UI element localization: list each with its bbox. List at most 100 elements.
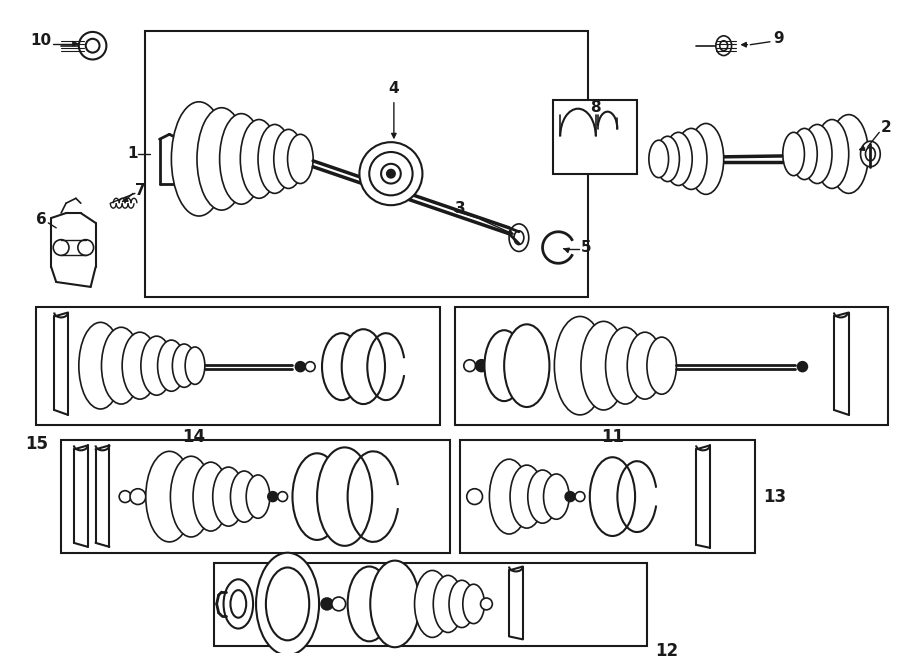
Circle shape xyxy=(467,489,482,504)
Ellipse shape xyxy=(484,330,524,401)
Text: 15: 15 xyxy=(25,436,49,453)
Circle shape xyxy=(565,492,575,502)
Ellipse shape xyxy=(141,336,173,395)
Circle shape xyxy=(475,359,488,371)
Ellipse shape xyxy=(274,129,303,189)
Ellipse shape xyxy=(102,327,141,404)
Ellipse shape xyxy=(580,321,626,410)
Text: 12: 12 xyxy=(655,642,678,660)
Ellipse shape xyxy=(415,571,450,638)
Ellipse shape xyxy=(490,459,529,534)
Ellipse shape xyxy=(288,134,313,183)
Ellipse shape xyxy=(527,470,557,523)
Circle shape xyxy=(369,152,412,195)
Bar xyxy=(554,100,637,173)
Ellipse shape xyxy=(247,475,270,518)
Text: 1: 1 xyxy=(128,146,138,162)
Ellipse shape xyxy=(212,467,244,526)
Ellipse shape xyxy=(170,456,211,537)
Ellipse shape xyxy=(193,462,229,531)
Ellipse shape xyxy=(256,553,320,655)
Circle shape xyxy=(797,361,807,371)
Ellipse shape xyxy=(649,140,669,177)
Ellipse shape xyxy=(173,344,196,387)
Ellipse shape xyxy=(240,120,278,199)
Ellipse shape xyxy=(158,340,185,391)
Bar xyxy=(61,440,450,553)
Circle shape xyxy=(295,361,305,371)
Ellipse shape xyxy=(258,124,292,193)
Circle shape xyxy=(321,598,333,610)
Circle shape xyxy=(278,492,288,502)
Circle shape xyxy=(268,492,278,502)
Ellipse shape xyxy=(185,347,205,385)
Circle shape xyxy=(77,240,94,256)
Ellipse shape xyxy=(266,567,310,640)
Ellipse shape xyxy=(803,124,832,183)
Circle shape xyxy=(86,39,100,52)
Bar xyxy=(213,563,647,646)
Ellipse shape xyxy=(463,585,484,624)
Bar xyxy=(454,307,888,425)
Text: 13: 13 xyxy=(763,488,787,506)
Ellipse shape xyxy=(223,579,253,628)
Ellipse shape xyxy=(509,224,529,252)
Bar xyxy=(460,440,755,553)
Ellipse shape xyxy=(146,451,193,542)
Ellipse shape xyxy=(220,114,263,204)
Circle shape xyxy=(359,142,422,205)
Circle shape xyxy=(79,32,106,60)
Ellipse shape xyxy=(815,120,849,189)
Ellipse shape xyxy=(347,567,391,641)
Ellipse shape xyxy=(122,332,158,399)
Bar xyxy=(145,31,588,297)
Text: 7: 7 xyxy=(135,183,146,198)
Ellipse shape xyxy=(79,322,122,409)
Ellipse shape xyxy=(322,333,362,400)
Ellipse shape xyxy=(720,41,727,50)
Ellipse shape xyxy=(230,590,247,618)
Text: 14: 14 xyxy=(183,428,205,446)
Ellipse shape xyxy=(317,448,373,546)
Text: 5: 5 xyxy=(580,240,591,255)
Ellipse shape xyxy=(716,36,732,56)
Ellipse shape xyxy=(449,581,474,628)
Ellipse shape xyxy=(544,474,569,519)
Ellipse shape xyxy=(197,108,247,210)
Ellipse shape xyxy=(510,465,544,528)
Ellipse shape xyxy=(514,231,524,244)
Ellipse shape xyxy=(292,453,342,540)
Ellipse shape xyxy=(370,561,419,647)
Text: 8: 8 xyxy=(590,100,601,115)
Ellipse shape xyxy=(171,102,227,216)
Ellipse shape xyxy=(433,575,463,632)
Ellipse shape xyxy=(606,327,645,404)
Circle shape xyxy=(481,598,492,610)
Circle shape xyxy=(387,169,395,177)
Text: 4: 4 xyxy=(389,81,400,95)
Text: 3: 3 xyxy=(454,201,465,216)
Text: 2: 2 xyxy=(881,120,892,135)
Ellipse shape xyxy=(783,132,805,175)
Ellipse shape xyxy=(647,337,677,394)
Ellipse shape xyxy=(866,147,876,161)
Circle shape xyxy=(305,361,315,371)
Ellipse shape xyxy=(676,128,707,189)
Ellipse shape xyxy=(590,457,635,536)
Circle shape xyxy=(119,491,131,502)
Text: 9: 9 xyxy=(773,31,784,46)
Text: 10: 10 xyxy=(30,33,51,48)
Ellipse shape xyxy=(656,136,680,181)
Circle shape xyxy=(381,164,400,183)
Ellipse shape xyxy=(664,132,692,185)
Text: 6: 6 xyxy=(36,213,46,228)
Bar xyxy=(37,307,440,425)
Circle shape xyxy=(464,359,475,371)
Ellipse shape xyxy=(860,141,880,167)
Circle shape xyxy=(575,492,585,502)
Text: 11: 11 xyxy=(601,428,624,446)
Circle shape xyxy=(332,597,346,611)
Circle shape xyxy=(130,489,146,504)
Ellipse shape xyxy=(688,124,724,195)
Ellipse shape xyxy=(230,471,258,522)
